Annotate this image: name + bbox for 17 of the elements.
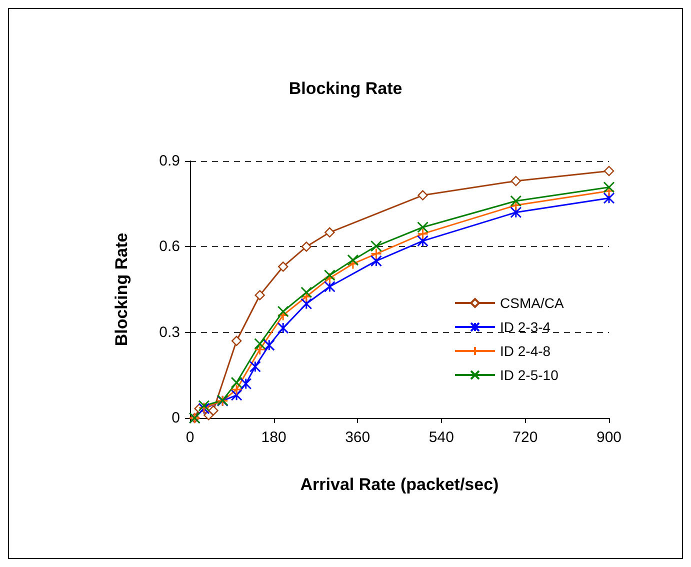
legend-label: ID 2-5-10 [500,367,559,383]
x-tick-label: 360 [345,429,370,446]
legend-label: CSMA/CA [500,295,564,311]
legend-label: ID 2-3-4 [500,319,551,335]
x-tick-label: 540 [428,429,454,446]
y-axis-title: Blocking Rate [112,232,131,346]
y-tick-label: 0.3 [159,324,180,341]
chart-title: Blocking Rate [288,79,402,98]
y-tick-label: 0.9 [159,152,180,170]
x-tick-label: 900 [596,429,622,446]
legend-label: ID 2-4-8 [500,343,551,359]
x-tick-label: 180 [261,429,286,446]
x-axis-title: Arrival Rate (packet/sec) [300,475,499,494]
x-tick-label: 0 [186,429,194,446]
x-tick-label: 720 [512,429,538,446]
y-tick-label: 0.6 [159,238,180,256]
y-tick-label: 0 [172,410,180,426]
